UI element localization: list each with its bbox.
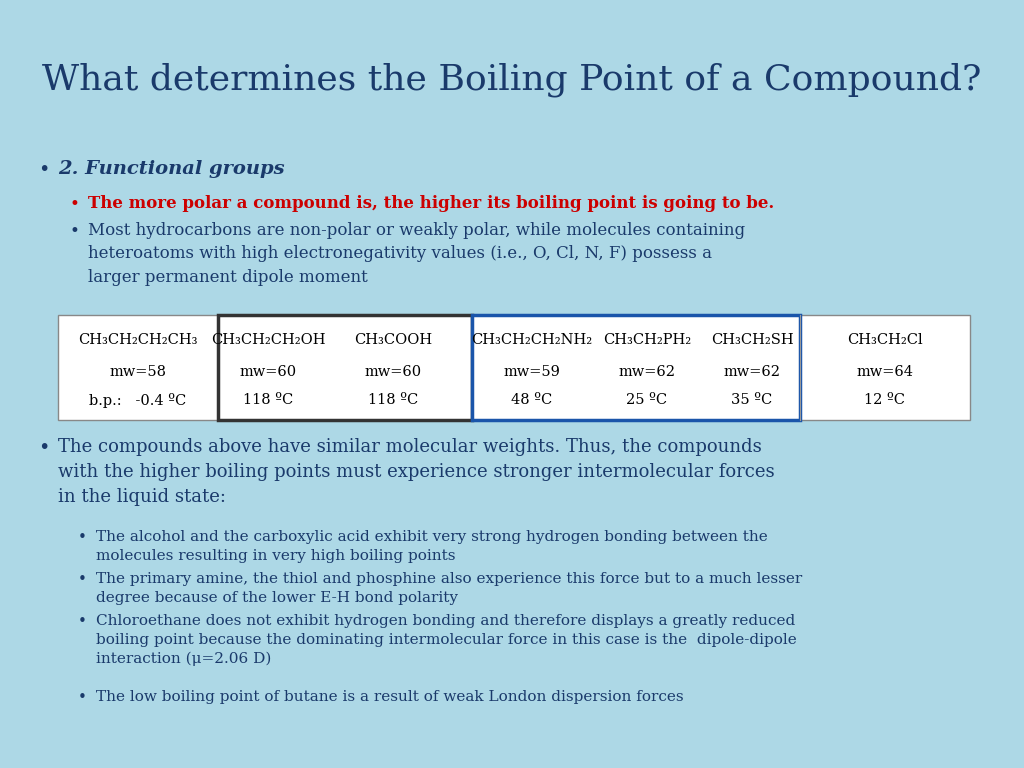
Text: Most hydrocarbons are non-polar or weakly polar, while molecules containing
hete: Most hydrocarbons are non-polar or weakl… — [88, 222, 745, 286]
Text: The primary amine, the thiol and phosphine also experience this force but to a m: The primary amine, the thiol and phosphi… — [96, 572, 802, 605]
Text: 25 ºC: 25 ºC — [627, 393, 668, 407]
Text: •: • — [38, 160, 49, 179]
Text: CH₃CH₂CH₂OH: CH₃CH₂CH₂OH — [211, 333, 326, 347]
Text: The more polar a compound is, the higher its boiling point is going to be.: The more polar a compound is, the higher… — [88, 195, 774, 212]
Text: 48 ºC: 48 ºC — [511, 393, 553, 407]
Text: The alcohol and the carboxylic acid exhibit very strong hydrogen bonding between: The alcohol and the carboxylic acid exhi… — [96, 530, 768, 563]
Text: CH₃CH₂Cl: CH₃CH₂Cl — [847, 333, 923, 347]
Text: The compounds above have similar molecular weights. Thus, the compounds
with the: The compounds above have similar molecul… — [58, 438, 774, 506]
Text: mw=62: mw=62 — [724, 365, 780, 379]
Text: •: • — [70, 222, 80, 240]
Text: The low boiling point of butane is a result of weak London dispersion forces: The low boiling point of butane is a res… — [96, 690, 684, 704]
Text: •: • — [78, 530, 87, 545]
Text: What determines the Boiling Point of a Compound?: What determines the Boiling Point of a C… — [42, 63, 982, 98]
Text: •: • — [78, 690, 87, 705]
Text: 118 ºC: 118 ºC — [368, 393, 418, 407]
Text: CH₃COOH: CH₃COOH — [354, 333, 432, 347]
Text: mw=64: mw=64 — [856, 365, 913, 379]
Text: CH₃CH₂SH: CH₃CH₂SH — [711, 333, 794, 347]
Text: CH₃CH₂PH₂: CH₃CH₂PH₂ — [603, 333, 691, 347]
Text: 12 ºC: 12 ºC — [864, 393, 905, 407]
Text: •: • — [78, 614, 87, 629]
Text: mw=60: mw=60 — [365, 365, 422, 379]
FancyBboxPatch shape — [58, 315, 970, 420]
Text: mw=58: mw=58 — [110, 365, 167, 379]
Text: 118 ºC: 118 ºC — [243, 393, 293, 407]
Text: 35 ºC: 35 ºC — [731, 393, 773, 407]
Text: Chloroethane does not exhibit hydrogen bonding and therefore displays a greatly : Chloroethane does not exhibit hydrogen b… — [96, 614, 797, 667]
Text: mw=60: mw=60 — [240, 365, 297, 379]
Text: CH₃CH₂CH₂CH₃: CH₃CH₂CH₂CH₃ — [78, 333, 198, 347]
Text: b.p.:   -0.4 ºC: b.p.: -0.4 ºC — [89, 393, 186, 408]
Text: •: • — [38, 438, 49, 457]
Text: 2. Functional groups: 2. Functional groups — [58, 160, 285, 178]
FancyBboxPatch shape — [472, 315, 800, 420]
FancyBboxPatch shape — [218, 315, 472, 420]
Text: mw=62: mw=62 — [618, 365, 676, 379]
Text: mw=59: mw=59 — [504, 365, 560, 379]
Text: •: • — [78, 572, 87, 587]
Text: •: • — [70, 195, 80, 213]
Text: CH₃CH₂CH₂NH₂: CH₃CH₂CH₂NH₂ — [471, 333, 593, 347]
